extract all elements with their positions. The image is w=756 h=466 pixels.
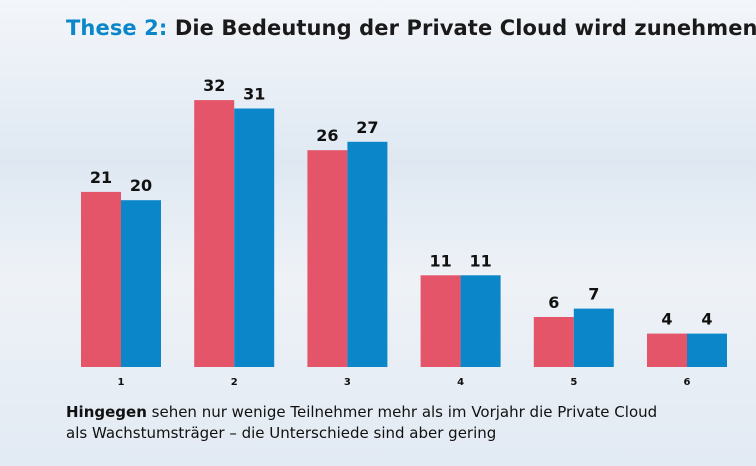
data-label-6-series-1: 4 bbox=[661, 310, 672, 329]
x-tick-label-2: 2 bbox=[231, 377, 238, 388]
data-label-3-series-1: 26 bbox=[316, 126, 338, 145]
data-label-1-series-2: 20 bbox=[130, 176, 152, 195]
caption-lead: Hingegen bbox=[66, 403, 147, 421]
bar-3-series-2 bbox=[347, 141, 388, 367]
bar-5-series-2 bbox=[573, 308, 614, 367]
data-label-1-series-1: 21 bbox=[90, 168, 112, 187]
data-label-3-series-2: 27 bbox=[356, 118, 378, 137]
title-main: Die Bedeutung der Private Cloud wird zun… bbox=[174, 16, 756, 40]
bars-group bbox=[81, 100, 727, 367]
title-prefix: These 2: bbox=[66, 16, 168, 40]
bar-2-series-1 bbox=[194, 100, 235, 367]
bar-4-series-1 bbox=[420, 275, 461, 367]
caption-line1: sehen nur wenige Teilnehmer mehr als im … bbox=[151, 403, 658, 421]
bar-6-series-2 bbox=[687, 333, 727, 367]
x-tick-label-5: 5 bbox=[570, 377, 577, 388]
bar-6-series-1 bbox=[647, 333, 687, 367]
bar-3-series-1 bbox=[307, 150, 348, 367]
data-label-2-series-1: 32 bbox=[203, 76, 225, 95]
chart-title: These 2: Die Bedeutung der Private Cloud… bbox=[66, 16, 756, 40]
chart-caption: Hingegen sehen nur wenige Teilnehmer meh… bbox=[66, 402, 726, 444]
data-label-5-series-2: 7 bbox=[588, 285, 599, 304]
bar-chart: 21 20 32 31 26 27 11 11 6 7 4 4 1 2 3 4 5 6 bbox=[81, 76, 727, 388]
bar-1-series-2 bbox=[121, 200, 161, 367]
tick-labels-group: 1 2 3 4 5 6 bbox=[118, 377, 691, 388]
bar-2-series-2 bbox=[234, 108, 275, 367]
x-tick-label-4: 4 bbox=[457, 377, 464, 388]
x-tick-label-6: 6 bbox=[684, 377, 691, 388]
bar-5-series-1 bbox=[533, 317, 574, 367]
bar-4-series-2 bbox=[460, 275, 501, 367]
x-tick-label-3: 3 bbox=[344, 377, 351, 388]
x-tick-label-1: 1 bbox=[118, 377, 125, 388]
data-label-4-series-2: 11 bbox=[469, 251, 491, 270]
data-labels-group: 21 20 32 31 26 27 11 11 6 7 4 4 bbox=[90, 76, 713, 329]
caption-line2: als Wachstumsträger – die Unterschiede s… bbox=[66, 424, 497, 442]
data-label-5-series-1: 6 bbox=[548, 293, 559, 312]
data-label-6-series-2: 4 bbox=[701, 310, 712, 329]
bar-1-series-1 bbox=[81, 191, 121, 367]
data-label-2-series-2: 31 bbox=[243, 85, 265, 104]
data-label-4-series-1: 11 bbox=[429, 251, 451, 270]
